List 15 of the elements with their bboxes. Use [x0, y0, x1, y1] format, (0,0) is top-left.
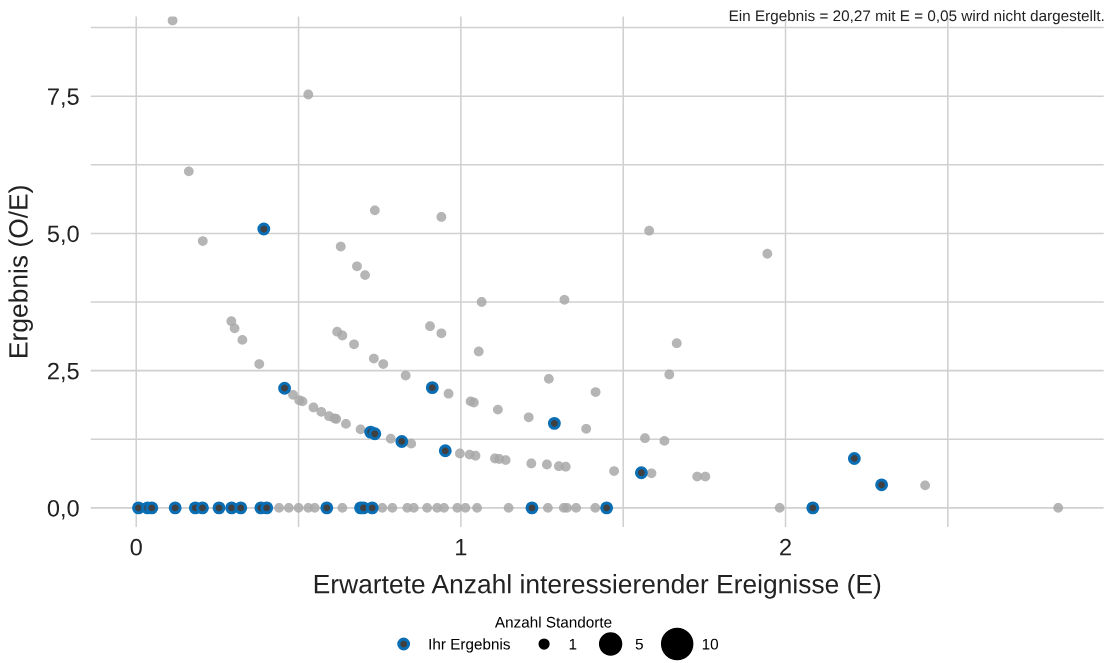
- y-tick-label: 7,5: [48, 88, 79, 108]
- y-tick-label: 0,0: [47, 499, 79, 520]
- x-tick-label: 2: [780, 538, 791, 556]
- annotation: Ein Ergebnis = 20,27 mit E = 0,05 wird nicht dargestellt.: [729, 9, 1104, 25]
- legend-label: Ihr Ergebnis: [429, 638, 510, 653]
- y-tick-label: 2,5: [48, 362, 79, 383]
- y-axis-title: Ergebnis (O/E): [8, 186, 33, 357]
- x-axis-title: Erwartete Anzahl interessierender Ereignisse (E): [314, 574, 881, 599]
- legend-label: 10: [702, 638, 719, 650]
- legend-label: 1: [569, 638, 577, 650]
- legend-title: Anzahl Standorte: [494, 616, 612, 628]
- x-tick-label: 1: [456, 539, 467, 556]
- x-tick-label: 0: [130, 538, 142, 556]
- legend-label: 5: [635, 638, 643, 650]
- y-tick-label: 5,0: [47, 225, 79, 245]
